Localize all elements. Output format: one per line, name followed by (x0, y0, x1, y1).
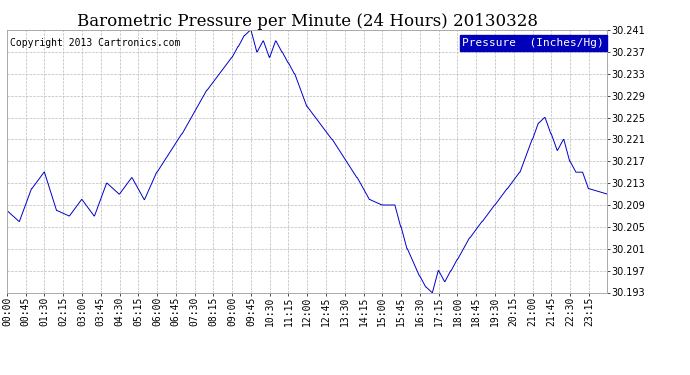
Title: Barometric Pressure per Minute (24 Hours) 20130328: Barometric Pressure per Minute (24 Hours… (77, 13, 538, 30)
Text: Copyright 2013 Cartronics.com: Copyright 2013 Cartronics.com (10, 38, 180, 48)
Text: Pressure  (Inches/Hg): Pressure (Inches/Hg) (462, 38, 604, 48)
